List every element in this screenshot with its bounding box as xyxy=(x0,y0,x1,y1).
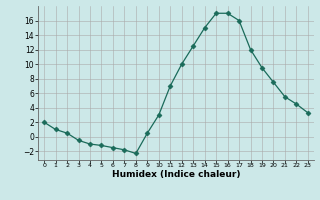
X-axis label: Humidex (Indice chaleur): Humidex (Indice chaleur) xyxy=(112,170,240,179)
